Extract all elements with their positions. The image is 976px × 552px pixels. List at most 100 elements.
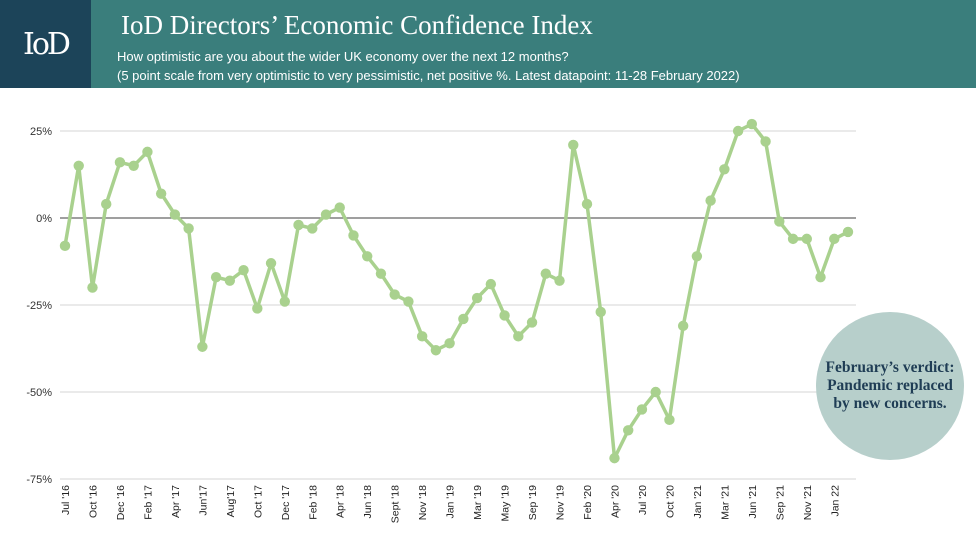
data-point [664,414,675,426]
gridlines [60,130,856,480]
x-tick-label: Sept '18 [390,485,402,523]
data-point [705,195,716,206]
logo-text: IoD [23,26,71,62]
line-chart: 25% 0% -25% -50% -75% Jul '16 Oct '16 Dec '16 F… [26,118,856,523]
data-point [142,146,153,158]
data-point [526,317,538,328]
data-point [348,230,359,241]
data-point [375,268,387,279]
data-point [444,338,455,349]
data-point [307,223,318,234]
x-tick-label: Oct '20 [664,485,676,518]
data-point [403,296,414,307]
x-tick-label: Sep '21 [774,485,786,520]
x-tick-label: Jan '21 [692,485,704,519]
x-tick-label: Jun '18 [362,485,374,519]
data-point [568,139,579,151]
x-tick-label: Nov '18 [417,485,429,520]
data-point [279,296,290,307]
verdict-text: February’s verdict: Pandemic replaced by… [825,359,955,412]
header-banner: IoD IoD Directors’ Economic Confidence I… [0,0,976,88]
data-point [224,275,236,286]
data-point [362,251,373,262]
data-point [238,265,249,276]
data-point [513,331,524,342]
series-line [63,122,850,460]
data-point [609,452,620,464]
x-tick-label: Jun '21 [747,485,759,519]
y-tick-label: -75% [26,474,52,486]
y-tick-label: 0% [36,213,52,225]
verdict-callout: February’s verdict: Pandemic replaced by… [816,312,964,460]
y-tick-label: -25% [26,300,52,312]
iod-logo: IoD [0,0,91,88]
data-point [471,292,483,304]
data-point [389,289,400,300]
data-point [623,425,634,436]
x-tick-label: Sep '19 [527,485,539,520]
data-point [746,118,758,130]
x-tick-label: Oct '17 [252,485,264,518]
data-point [73,160,84,171]
x-tick-label: Nov '19 [555,485,567,520]
data-point [691,251,703,262]
x-tick-label: Jul '16 [60,485,72,515]
data-point [595,306,606,318]
x-tick-label: Dec '17 [280,485,292,520]
x-tick-label: Apr '20 [609,485,621,518]
data-point [101,198,112,210]
data-point [320,209,332,220]
data-point [293,219,304,231]
data-point [114,157,126,168]
x-tick-label: Jul '20 [637,485,649,515]
x-tick-label: Mar '21 [719,485,731,520]
data-point [128,160,139,171]
data-point [416,331,428,342]
data-point [169,209,181,220]
data-point [787,233,799,245]
x-tick-label: Oct '16 [87,485,99,518]
data-point [183,223,194,234]
x-tick-label: Apr '17 [170,485,182,518]
data-point [842,226,854,238]
x-tick-label: Feb '18 [307,485,319,520]
data-point [760,136,771,147]
data-point [677,320,689,332]
x-tick-label: Jun'17 [197,485,209,516]
x-tick-label: Jan 22 [829,485,841,517]
data-point [581,198,593,210]
data-point [801,233,812,245]
subtitle-line-1: How optimistic are you about the wider U… [117,49,569,64]
data-point [252,303,263,314]
data-point [334,202,345,213]
y-tick-label: -50% [26,387,52,399]
chart-subtitle: How optimistic are you about the wider U… [117,47,740,85]
confidence-series [59,118,854,464]
x-tick-label: Feb '20 [582,485,594,520]
x-tick-label: Dec '16 [115,485,127,520]
subtitle-line-2: (5 point scale from very optimistic to v… [117,68,740,83]
x-tick-label: Nov '21 [802,485,814,520]
x-tick-label: Apr '18 [335,485,347,518]
x-tick-label: Feb '17 [142,485,154,520]
data-point [829,233,840,245]
data-point [430,345,442,356]
data-point [210,271,222,283]
data-point [265,258,277,269]
chart-title: IoD Directors’ Economic Confidence Index [121,10,593,40]
data-point [485,278,497,290]
data-point [650,386,661,398]
data-point [59,240,71,252]
data-point [815,271,826,283]
x-tick-label: Mar '19 [472,485,484,520]
data-point [499,310,510,321]
data-point [87,282,98,293]
y-axis-tick-labels: 25% 0% -25% -50% -75% [26,126,52,486]
data-point [554,275,565,286]
x-tick-label: Aug'17 [225,485,237,518]
data-point [732,125,744,137]
data-point [155,188,167,199]
x-axis-tick-labels: Jul '16 Oct '16 Dec '16 Feb '17 Apr '17 Jun'1… [60,485,841,523]
data-point [636,404,648,415]
x-tick-label: May '19 [500,485,512,522]
